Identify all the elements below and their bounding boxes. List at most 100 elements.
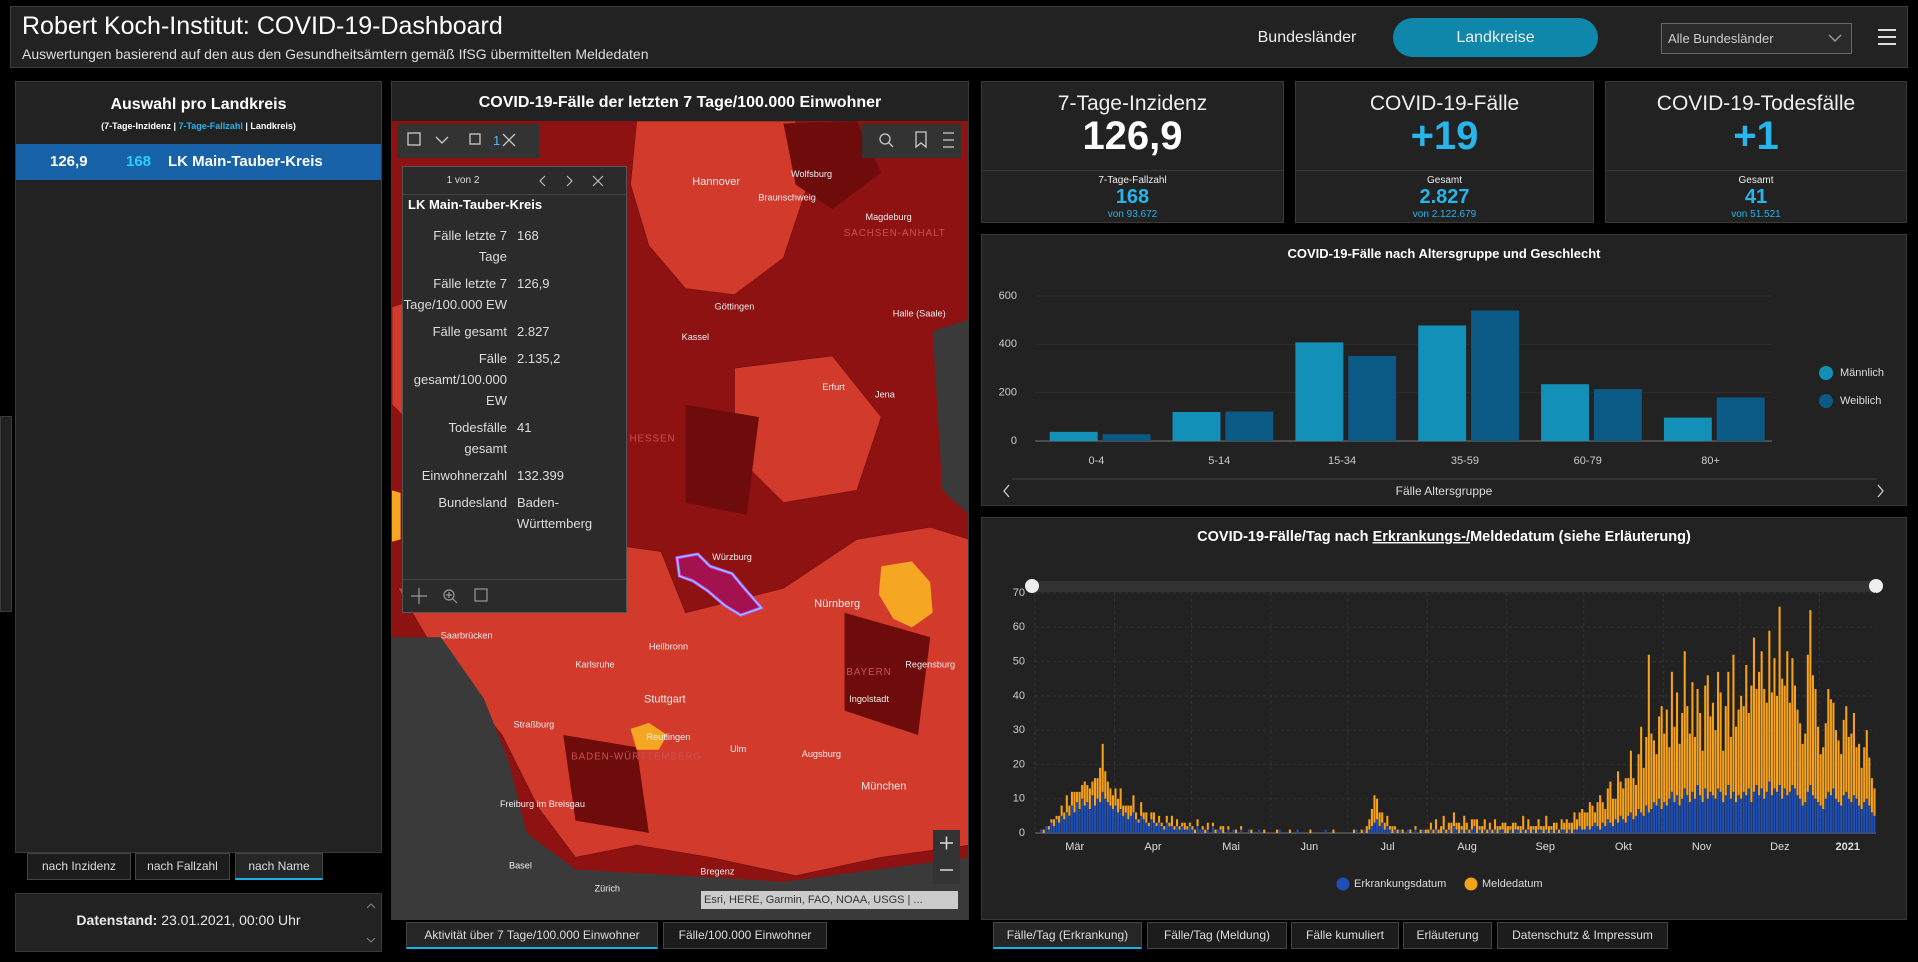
bar: [1709, 791, 1712, 833]
bar: [1522, 815, 1525, 830]
bar: [1611, 798, 1614, 827]
bar: [1378, 812, 1381, 827]
region-dropdown[interactable]: Alle Bundesländer: [1661, 23, 1852, 54]
bar: [1545, 829, 1548, 833]
bar: [1558, 829, 1561, 833]
bar: [1765, 702, 1768, 792]
bar: [1465, 829, 1468, 833]
map-tab[interactable]: Aktivität über 7 Tage/100.000 Einwohner: [406, 922, 658, 949]
bar: [1188, 826, 1191, 833]
bar: [1868, 805, 1871, 833]
bar: [1634, 785, 1638, 816]
chart-tab[interactable]: Fälle kumuliert: [1291, 922, 1399, 949]
sort-button[interactable]: nach Fallzahl: [135, 853, 230, 880]
bar: [1227, 826, 1230, 830]
city-label: Nürnberg: [814, 598, 860, 610]
slider-handle[interactable]: [1869, 579, 1883, 593]
bar: [1588, 802, 1591, 830]
bar: [1865, 798, 1868, 833]
incidence: 126,9: [50, 153, 88, 170]
subtitle-part: (7-Tage-Inzidenz |: [101, 121, 179, 131]
bar: [1142, 819, 1145, 833]
bar: [1670, 671, 1673, 792]
bar: [1863, 747, 1866, 803]
city-label: Karlsruhe: [575, 660, 614, 670]
menu-icon[interactable]: [1876, 27, 1898, 47]
bar: [1378, 826, 1381, 833]
bar: [1617, 822, 1620, 833]
bar: [1522, 829, 1525, 833]
range-slider[interactable]: [1032, 581, 1876, 592]
bar: [1506, 826, 1509, 833]
bar: [1332, 829, 1335, 833]
bar: [1381, 812, 1384, 823]
bar: [1152, 822, 1156, 833]
bar: [1170, 826, 1173, 833]
bar: [1214, 829, 1217, 833]
bar: [1560, 819, 1563, 830]
bar: [1160, 826, 1163, 833]
bar: [1647, 812, 1650, 833]
bar: [1045, 826, 1048, 833]
bar: [1711, 795, 1714, 833]
bar: [1778, 606, 1781, 785]
bar: [1070, 791, 1073, 806]
bar: [1296, 829, 1299, 833]
bar: [1570, 822, 1573, 833]
bar: [1814, 689, 1817, 799]
bar: [1073, 791, 1076, 813]
chart-tab[interactable]: Fälle/Tag (Erkrankung): [993, 922, 1142, 949]
bar: [1801, 743, 1804, 806]
bar: [1501, 822, 1504, 830]
bar: [1845, 791, 1848, 833]
bar: [1742, 791, 1745, 833]
bar: [1665, 709, 1668, 806]
bar: [1732, 791, 1735, 833]
sort-button[interactable]: nach Inzidenz: [27, 853, 131, 880]
nav-tab[interactable]: Landkreise: [1393, 18, 1598, 57]
bar: [1442, 829, 1445, 833]
side-toggle[interactable]: [0, 416, 12, 612]
map-toolbar-right[interactable]: [862, 124, 961, 158]
map-tab[interactable]: Fälle/100.000 Einwohner: [663, 922, 827, 949]
map-toolbar-left[interactable]: [397, 124, 539, 158]
sort-button[interactable]: nach Name: [235, 853, 323, 880]
date-scroll: [366, 903, 376, 943]
district-row[interactable]: 126,9 168 LK Main-Tauber-Kreis: [16, 144, 381, 180]
bar: [1665, 805, 1668, 833]
city-label: Hannover: [692, 176, 740, 188]
chart-tab[interactable]: Fälle/Tag (Meldung): [1147, 922, 1287, 949]
bar: [1799, 798, 1802, 833]
field-value: 41: [517, 420, 532, 435]
bar: [1793, 788, 1797, 833]
bar: [1829, 699, 1832, 796]
popup-controls[interactable]: [533, 172, 623, 190]
bar: [1088, 788, 1091, 809]
bar: [1852, 713, 1855, 796]
popup-actions[interactable]: [409, 585, 499, 607]
bar: [1529, 826, 1532, 833]
chart-tab[interactable]: Datenschutz & Impressum: [1497, 922, 1668, 949]
bar: [1627, 815, 1630, 833]
bar: [1686, 706, 1689, 796]
legend-swatch: [1819, 366, 1833, 380]
bar: [1640, 812, 1643, 833]
slider-handle[interactable]: [1025, 579, 1039, 593]
legend-label: Weiblich: [1840, 395, 1881, 407]
bar: [1470, 829, 1473, 833]
bar: [1201, 829, 1204, 833]
popup-row: Todesfälle gesamt 41: [403, 417, 626, 459]
bar: [1745, 665, 1748, 796]
bar: [1699, 713, 1702, 796]
zoom-icons: [940, 836, 953, 871]
bar: [1370, 809, 1373, 827]
bar: [1563, 822, 1566, 830]
bar: [1627, 778, 1630, 816]
scroll-arrows[interactable]: [1003, 484, 1884, 498]
date-panel: Datenstand: 23.01.2021, 00:00 Uhr: [15, 893, 382, 952]
nav-tab[interactable]: Bundesländer: [1257, 29, 1357, 46]
bar: [1142, 812, 1145, 820]
bar: [1860, 767, 1863, 809]
chart-tab[interactable]: Erläuterung: [1403, 922, 1492, 949]
x-tick-label: Jul: [1381, 841, 1395, 853]
